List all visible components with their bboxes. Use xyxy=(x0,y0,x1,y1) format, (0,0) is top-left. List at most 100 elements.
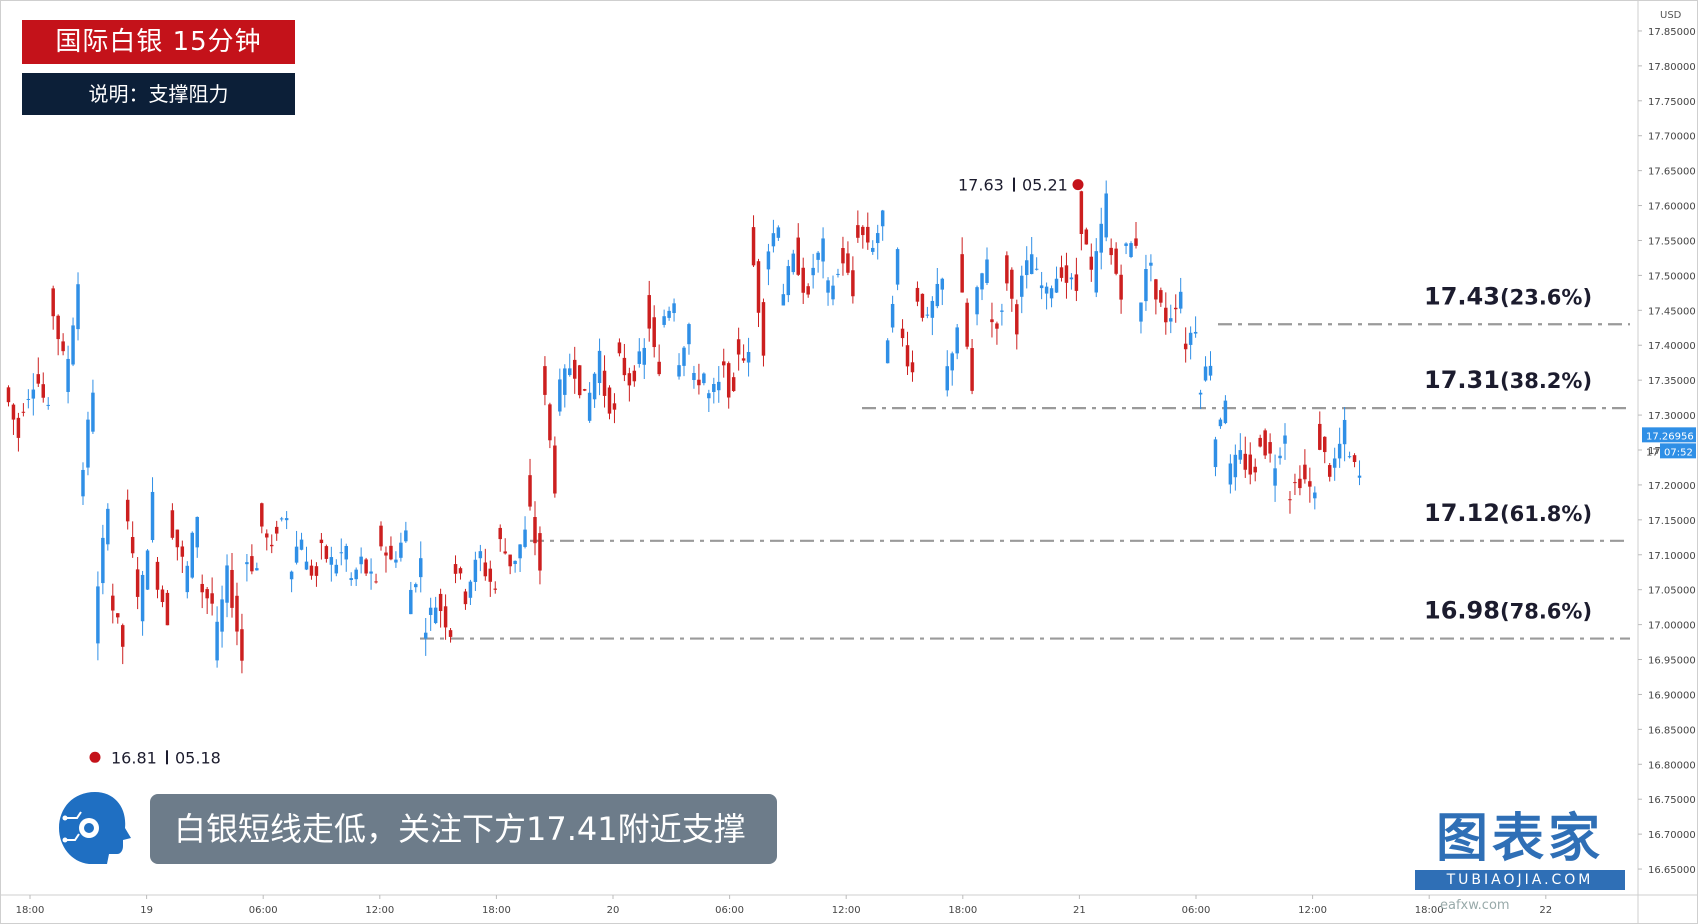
candle-body xyxy=(687,324,691,345)
candle-body xyxy=(473,559,478,582)
price-tick-label: 17.50000 xyxy=(1648,271,1696,282)
candle-body xyxy=(607,387,612,414)
candle-body xyxy=(1010,269,1014,299)
price-tick-label: 16.65000 xyxy=(1648,865,1696,876)
candle-body xyxy=(513,560,517,565)
candle-body xyxy=(965,302,969,347)
candle-body xyxy=(443,606,448,628)
candle-body xyxy=(1024,260,1029,276)
candle-body xyxy=(766,251,771,270)
chart-title-banner: 国际白银 15分钟 xyxy=(22,20,295,64)
candle-body xyxy=(642,347,647,365)
candle-body xyxy=(399,542,403,558)
candle-body xyxy=(463,591,468,605)
candle-body xyxy=(96,586,100,644)
candle-body xyxy=(553,445,557,494)
candle-body xyxy=(225,565,229,603)
candle-body xyxy=(1248,454,1252,475)
price-tick-label: 16.95000 xyxy=(1648,656,1696,667)
time-tick-label: 06:00 xyxy=(1182,905,1211,916)
candle-body xyxy=(980,273,984,290)
candle-body xyxy=(1094,251,1099,293)
candle-body xyxy=(905,345,910,367)
candle-body xyxy=(1278,455,1282,459)
candle-body xyxy=(871,247,875,252)
time-axis[interactable]: 18:00 19 06:00 12:00 18:00 20 06:00 12:00 18:00 2… xyxy=(16,895,1553,916)
candle-body xyxy=(414,584,418,588)
candle-body xyxy=(1253,466,1257,473)
candle-body xyxy=(101,537,105,584)
candle-body xyxy=(1198,392,1203,395)
price-tick-label: 17.15000 xyxy=(1648,516,1696,527)
candle-body xyxy=(558,379,562,412)
candle-body xyxy=(672,303,676,314)
countdown-prefix: 17 xyxy=(1646,447,1659,458)
level-pct-label: (61.8%) xyxy=(1500,502,1592,526)
brand-url: TUBIAOJIA.COM xyxy=(1415,870,1625,890)
candle-body xyxy=(1208,365,1213,376)
candle-body xyxy=(697,379,701,386)
candle-body xyxy=(255,568,259,571)
candle-body xyxy=(1342,419,1347,445)
candle-body xyxy=(538,533,542,571)
candle-body xyxy=(577,365,582,396)
candle-body xyxy=(741,358,746,361)
candle-body xyxy=(250,556,254,572)
candle-body xyxy=(438,593,443,612)
candle-body xyxy=(210,593,214,604)
candle-body xyxy=(433,607,438,624)
price-tick-label: 17.35000 xyxy=(1648,376,1696,387)
candle-body xyxy=(160,589,165,603)
candle-body xyxy=(235,595,239,632)
candle-body xyxy=(900,328,905,339)
candle-body xyxy=(995,323,999,329)
candle-body xyxy=(751,227,756,266)
candle-body xyxy=(518,544,522,559)
last-price-tag[interactable] xyxy=(1642,427,1696,443)
high-marker xyxy=(1072,179,1084,191)
level-price-label: 17.43 xyxy=(1424,282,1500,310)
last-price-value: 17.26956 xyxy=(1646,431,1694,442)
candle-body xyxy=(1233,454,1238,478)
candle-body xyxy=(41,384,45,398)
price-axis[interactable]: USD 17.85000 17.80000 17.75000 17.70000 17.65… xyxy=(1638,10,1696,876)
candle-body xyxy=(419,558,423,578)
candle-body xyxy=(1218,419,1223,427)
candle-body xyxy=(781,294,786,306)
candle-body xyxy=(1054,278,1059,293)
candle-body xyxy=(543,366,547,395)
time-tick-label: 20 xyxy=(607,905,620,916)
candle-body xyxy=(851,270,855,297)
candle-body xyxy=(572,359,577,379)
candle-body xyxy=(1263,430,1267,456)
candle-body xyxy=(1347,456,1352,458)
candle-body xyxy=(389,545,393,560)
analysis-caption: 白银短线走低，关注下方17.41附近支撑 xyxy=(150,794,777,864)
price-tick-label: 16.90000 xyxy=(1648,690,1696,701)
candle-body xyxy=(910,362,915,373)
candle-body xyxy=(349,578,353,581)
robot-head-icon xyxy=(59,792,131,864)
candle-body xyxy=(21,411,26,413)
candle-body xyxy=(1228,463,1233,485)
time-tick-label: 18:00 xyxy=(16,905,45,916)
candle-body xyxy=(617,342,622,354)
countdown-tag[interactable] xyxy=(1660,443,1696,459)
candle-body xyxy=(180,546,185,557)
candle-body xyxy=(106,508,110,545)
candle-body xyxy=(1193,331,1198,334)
candle-body xyxy=(135,569,140,597)
candle-body xyxy=(885,340,890,364)
candle-body xyxy=(16,417,21,438)
candle-body xyxy=(394,559,398,563)
candle-body xyxy=(1079,191,1084,235)
candle-body xyxy=(1039,285,1044,289)
candle-body xyxy=(165,592,170,626)
candle-body xyxy=(1337,443,1342,459)
candle-body xyxy=(746,351,751,363)
candle-body xyxy=(483,562,488,577)
candle-body xyxy=(428,607,433,615)
candle-body xyxy=(1238,450,1243,460)
candle-body xyxy=(856,225,860,238)
